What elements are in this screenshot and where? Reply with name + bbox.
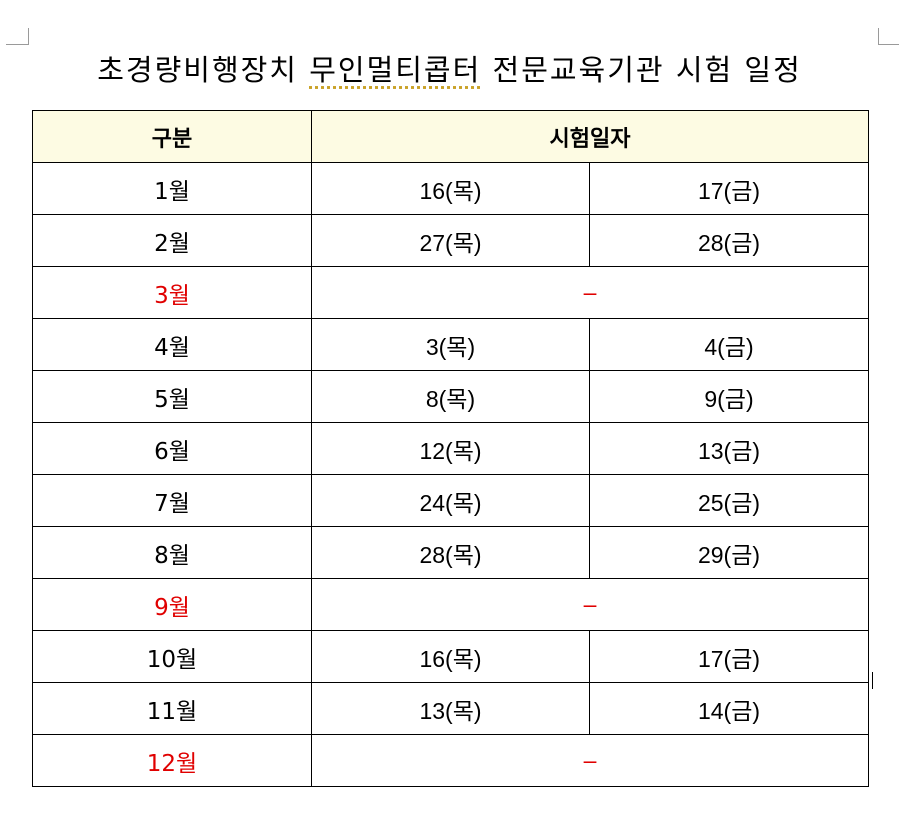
exam-day1-cell: 3(목) [311, 318, 590, 371]
exam-day2-cell: 17(금) [589, 630, 869, 683]
exam-day1-cell: 12(목) [311, 422, 590, 475]
exam-day1-cell: 24(목) [311, 474, 590, 527]
exam-day1-cell: 16(목) [311, 162, 590, 215]
month-cell-no-exam: 9월 [32, 578, 312, 631]
exam-day1-cell: 27(목) [311, 214, 590, 267]
exam-day1-cell: 16(목) [311, 630, 590, 683]
no-exam-cell: – [311, 578, 869, 631]
month-cell: 10월 [32, 630, 312, 683]
text-caret [872, 672, 873, 689]
title-part-multicopter: 무인멀티콥터 [309, 53, 482, 87]
table-row: 12월 – [32, 734, 869, 787]
month-cell: 8월 [32, 526, 312, 579]
month-cell: 1월 [32, 162, 312, 215]
table-row: 7월 24(목) 25(금) [32, 474, 869, 527]
table-row: 11월 13(목) 14(금) [32, 682, 869, 735]
header-exam-date: 시험일자 [311, 110, 869, 163]
table-row: 2월 27(목) 28(금) [32, 214, 869, 267]
month-cell: 4월 [32, 318, 312, 371]
month-cell-no-exam: 3월 [32, 266, 312, 319]
table-row: 4월 3(목) 4(금) [32, 318, 869, 371]
exam-day1-cell: 28(목) [311, 526, 590, 579]
table-row: 9월 – [32, 578, 869, 631]
page-corner-mark-left [6, 28, 29, 45]
header-category: 구분 [32, 110, 312, 163]
table-row: 1월 16(목) 17(금) [32, 162, 869, 215]
document-title: 초경량비행장치 무인멀티콥터 전문교육기관 시험 일정 [0, 50, 899, 90]
title-part-aircraft: 초경량비행장치 [97, 53, 298, 87]
no-exam-cell: – [311, 266, 869, 319]
page-corner-mark-right [878, 28, 899, 45]
exam-day2-cell: 14(금) [589, 682, 869, 735]
table-row: 3월 – [32, 266, 869, 319]
month-cell: 5월 [32, 370, 312, 423]
month-cell: 7월 [32, 474, 312, 527]
exam-day1-cell: 13(목) [311, 682, 590, 735]
table-header-row: 구분 시험일자 [32, 110, 869, 163]
table-row: 10월 16(목) 17(금) [32, 630, 869, 683]
month-cell-no-exam: 12월 [32, 734, 312, 787]
table-row: 6월 12(목) 13(금) [32, 422, 869, 475]
exam-day2-cell: 13(금) [589, 422, 869, 475]
table-row: 5월 8(목) 9(금) [32, 370, 869, 423]
exam-day2-cell: 4(금) [589, 318, 869, 371]
exam-day2-cell: 17(금) [589, 162, 869, 215]
month-cell: 6월 [32, 422, 312, 475]
title-part-exam-schedule: 전문교육기관 시험 일정 [492, 53, 802, 87]
exam-day2-cell: 28(금) [589, 214, 869, 267]
exam-day1-cell: 8(목) [311, 370, 590, 423]
exam-schedule-table: 구분 시험일자 1월 16(목) 17(금) 2월 27(목) 28(금) 3월… [32, 110, 869, 787]
no-exam-cell: – [311, 734, 869, 787]
month-cell: 2월 [32, 214, 312, 267]
table-row: 8월 28(목) 29(금) [32, 526, 869, 579]
exam-day2-cell: 9(금) [589, 370, 869, 423]
exam-day2-cell: 25(금) [589, 474, 869, 527]
exam-day2-cell: 29(금) [589, 526, 869, 579]
month-cell: 11월 [32, 682, 312, 735]
